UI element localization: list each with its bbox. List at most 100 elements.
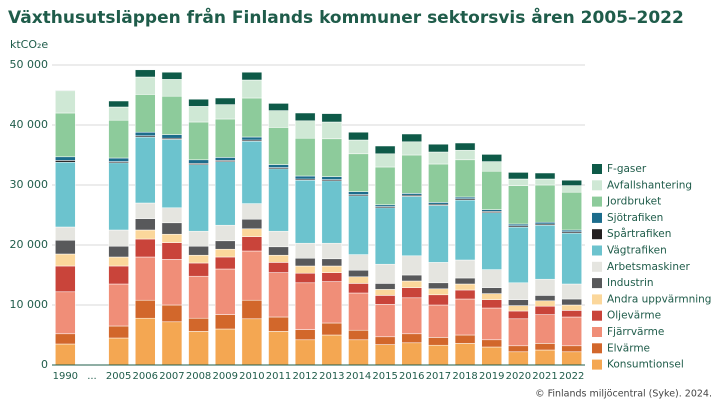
bar-segment xyxy=(321,322,343,336)
bar-segment xyxy=(268,246,289,256)
bar-segment xyxy=(188,245,209,256)
legend-swatch xyxy=(592,245,602,256)
bar-segment xyxy=(508,345,529,353)
legend-swatch xyxy=(592,212,602,223)
bar-segment xyxy=(214,118,236,158)
bar-segment xyxy=(454,343,476,366)
bar-segment xyxy=(55,226,76,241)
bar-segment xyxy=(135,202,156,219)
bar-segment xyxy=(108,229,129,247)
bar-segment xyxy=(241,140,263,204)
bar-segment xyxy=(561,232,582,285)
bar-segment xyxy=(321,265,343,273)
bar-segment xyxy=(374,153,396,168)
legend-swatch xyxy=(592,229,602,240)
bar-segment xyxy=(454,298,476,336)
bar-segment xyxy=(241,203,263,220)
bar-segment xyxy=(108,265,129,285)
x-tick-label: 2015 xyxy=(372,371,397,382)
bar-segment xyxy=(561,304,582,311)
bar-segment xyxy=(241,318,263,366)
bar-segment xyxy=(428,294,449,306)
bar-segment xyxy=(161,71,183,80)
bar-segment xyxy=(268,331,289,366)
x-tick-label: 2005 xyxy=(106,371,131,382)
x-tick-label: ... xyxy=(87,371,97,382)
bar-segment xyxy=(348,276,369,284)
bar-segment xyxy=(508,305,529,312)
legend-label: Industrin xyxy=(607,277,654,289)
bar-segment xyxy=(534,295,556,302)
bar-segment xyxy=(561,298,582,306)
bar-segment xyxy=(454,334,476,344)
bar-segment xyxy=(108,283,129,327)
bar-segment xyxy=(214,104,236,120)
legend-label: Andra uppvärmning xyxy=(607,293,711,305)
bar-segment xyxy=(534,221,556,225)
bar-segment xyxy=(108,245,129,258)
bar-segment xyxy=(55,253,76,267)
bar-segment xyxy=(454,283,476,291)
x-tick-label: 1990 xyxy=(53,371,78,382)
bar-segment xyxy=(321,176,343,180)
bar-segment xyxy=(401,333,423,344)
bar-segment xyxy=(561,351,582,366)
bar-segment xyxy=(188,275,209,319)
bar-segment xyxy=(135,218,156,231)
bar-segment xyxy=(161,222,183,235)
bar-segment xyxy=(161,134,183,139)
bar-segment xyxy=(481,299,502,309)
bar-segment xyxy=(374,336,396,345)
x-tick-label: 2013 xyxy=(319,371,344,382)
bar-segment xyxy=(428,163,449,203)
x-tick-label: 2019 xyxy=(479,371,504,382)
bar-segment xyxy=(534,172,556,180)
bar-segment xyxy=(428,205,449,263)
bar-segment xyxy=(508,223,529,227)
bar-segment xyxy=(268,164,289,168)
bar-segment xyxy=(241,236,263,252)
bar-segment xyxy=(294,120,316,139)
bar-segment xyxy=(348,292,369,331)
bar-segment xyxy=(508,351,529,366)
bar-segment xyxy=(374,166,396,206)
x-tick-label: 2021 xyxy=(532,371,557,382)
bar-segment xyxy=(561,191,582,231)
bar-segment xyxy=(135,317,156,366)
bar-segment xyxy=(55,160,76,163)
bar-segment xyxy=(294,282,316,330)
bar-segment xyxy=(374,289,396,296)
bar-segment xyxy=(454,142,476,151)
bar-segment xyxy=(294,137,316,177)
bar-segment xyxy=(401,133,423,143)
bar-segment xyxy=(534,278,556,296)
bar-segment xyxy=(508,310,529,320)
bar-segment xyxy=(161,139,183,209)
bar-segment xyxy=(294,112,316,122)
bar-segment xyxy=(214,248,236,258)
legend-label: F-gaser xyxy=(607,163,647,175)
bar-segment xyxy=(534,343,556,351)
x-tick-label: 2010 xyxy=(239,371,264,382)
bar-segment xyxy=(241,218,263,230)
bar-segment xyxy=(374,204,396,207)
bar-segment xyxy=(401,255,423,276)
legend-label: Arbetsmaskiner xyxy=(607,261,690,273)
y-tick-label: 50 000 xyxy=(10,58,49,71)
bar-segment xyxy=(321,113,343,123)
legend-label: Spårtrafiken xyxy=(607,227,671,240)
legend-swatch xyxy=(592,278,602,289)
bar-segment xyxy=(401,274,423,282)
bar-segment xyxy=(454,199,476,261)
bar-segment xyxy=(188,164,209,232)
bar-segment xyxy=(161,242,183,260)
x-tick-label: 2017 xyxy=(426,371,451,382)
bar-segment xyxy=(294,339,316,366)
x-tick-label: 2020 xyxy=(506,371,531,382)
y-tick-label: 0 xyxy=(41,358,48,371)
bar-segment xyxy=(534,224,556,280)
bar-segment xyxy=(481,346,502,366)
bar-segment xyxy=(241,79,263,99)
bar-segment xyxy=(561,345,582,353)
